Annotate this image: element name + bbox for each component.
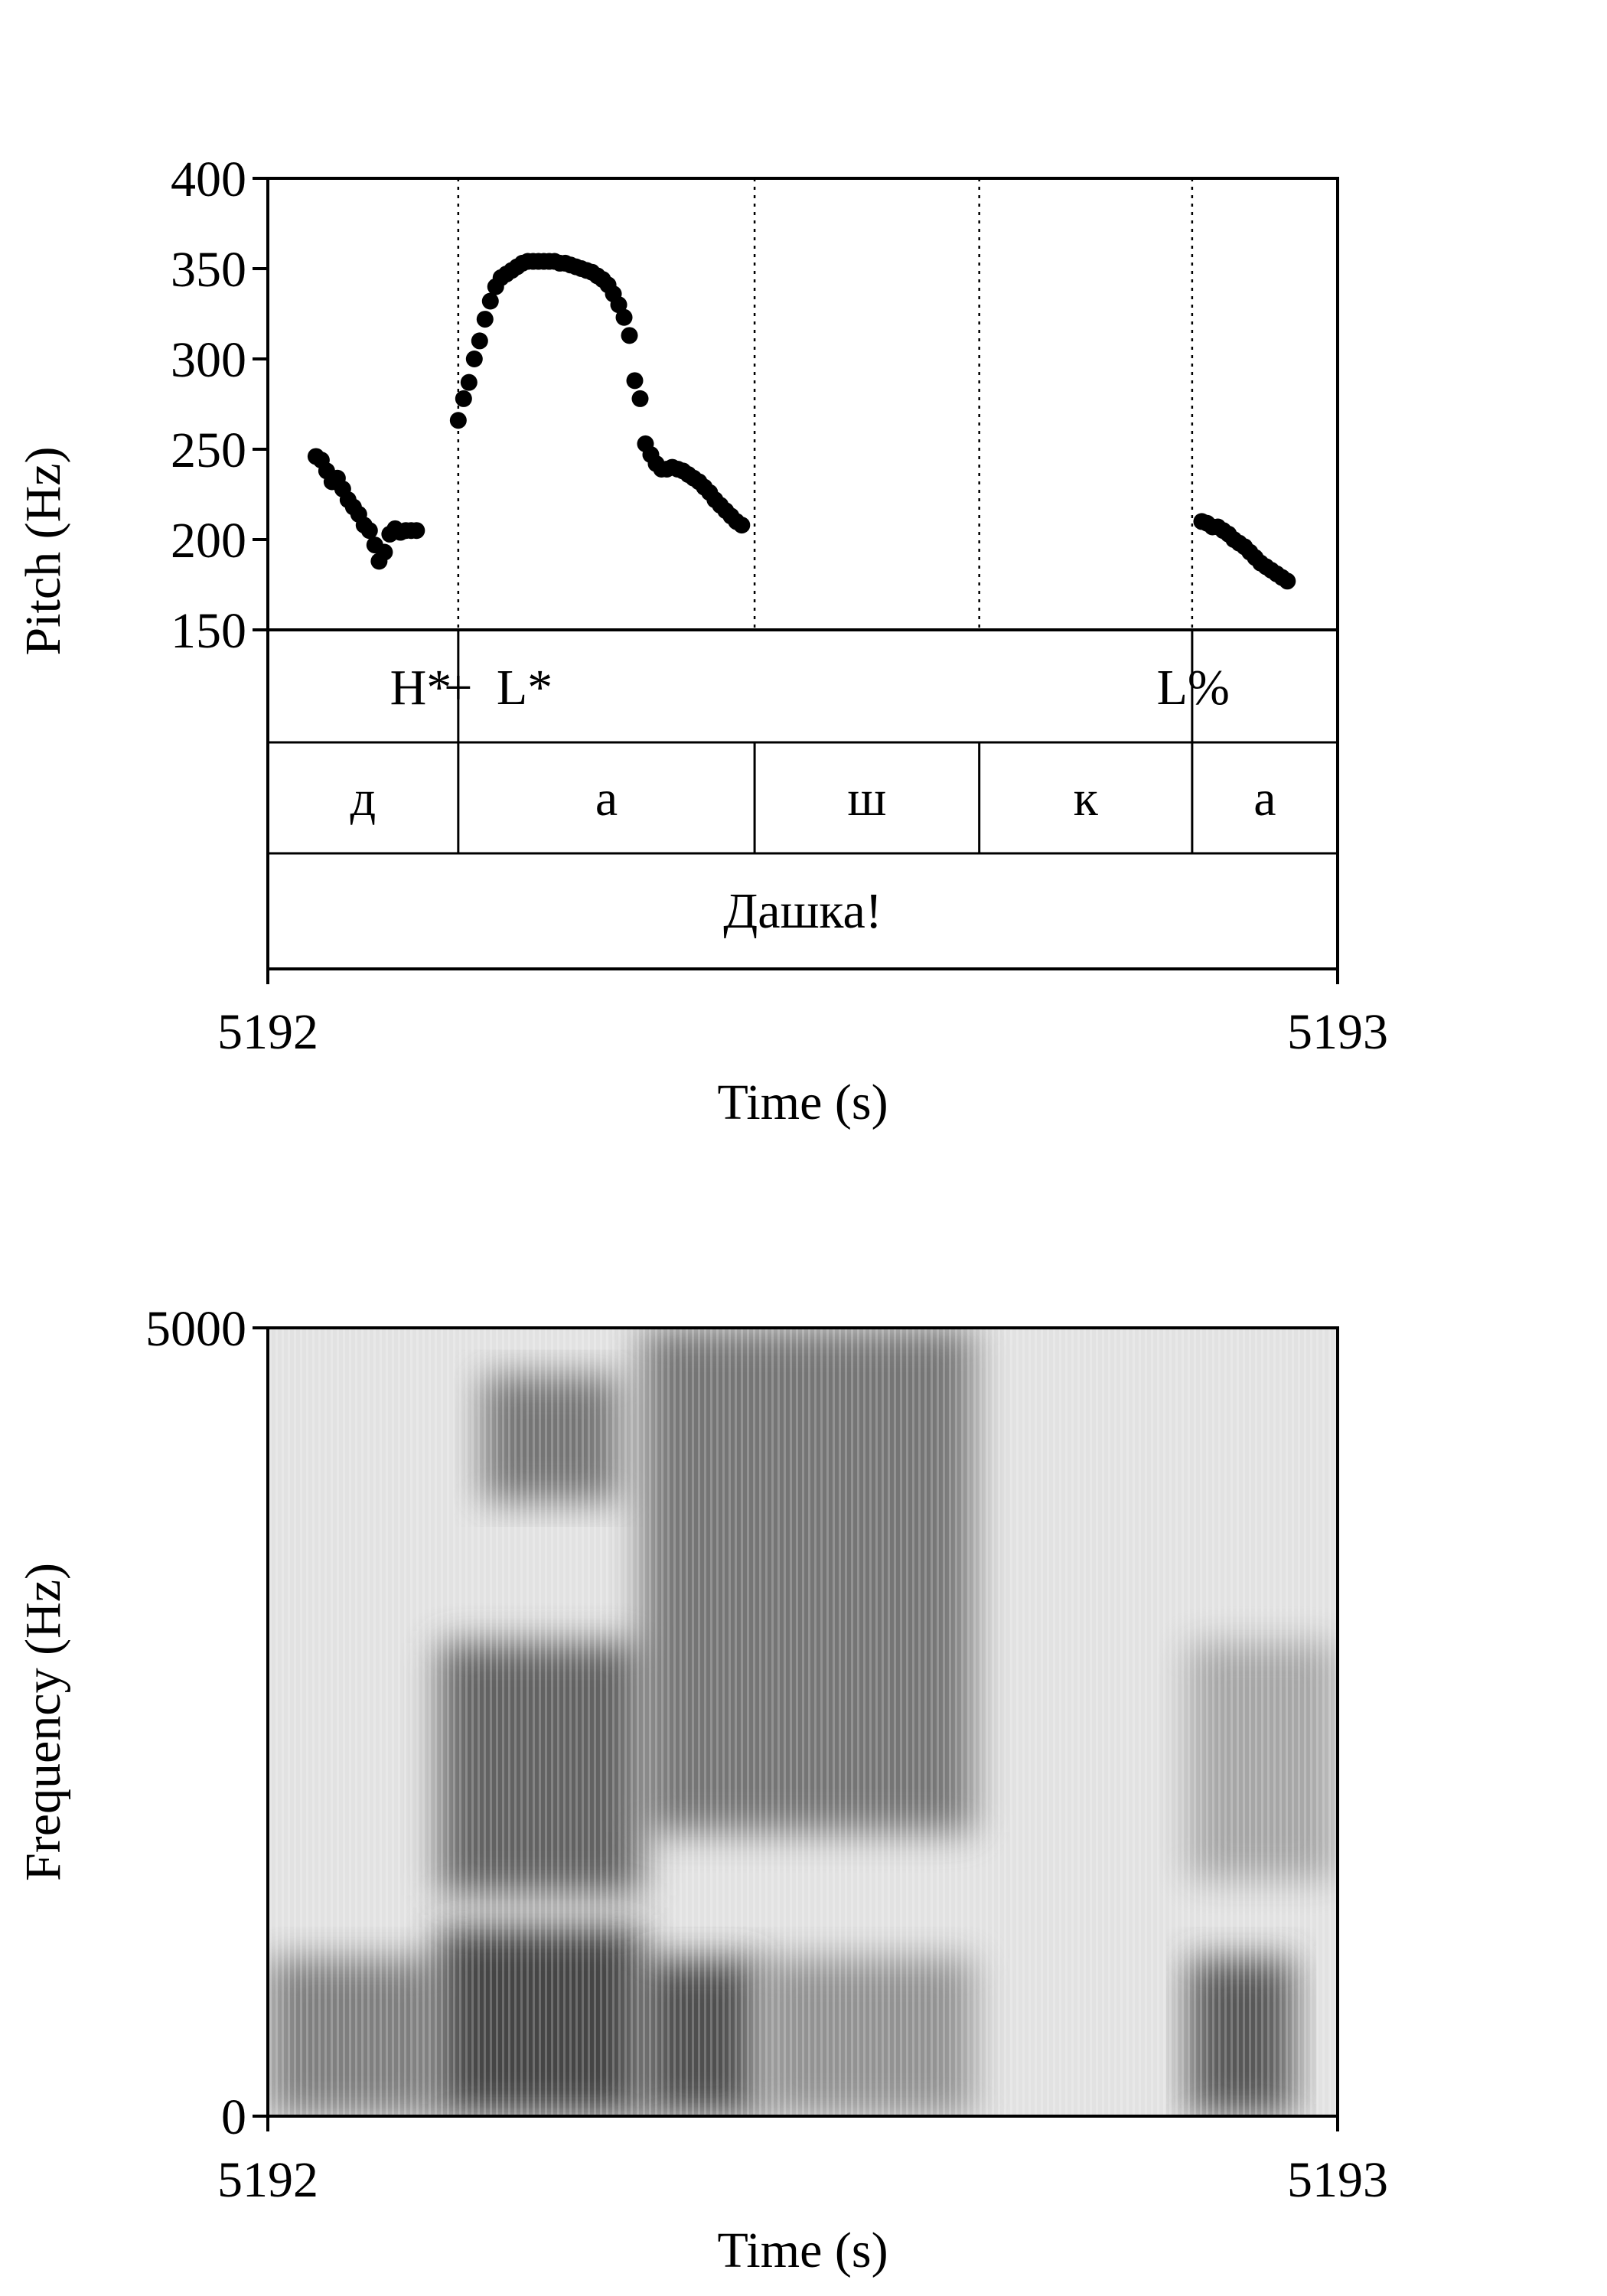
pitch-point-23 — [465, 351, 483, 367]
segment-label-4: а — [1253, 771, 1276, 827]
pitch-point-90 — [1279, 572, 1296, 590]
pitch-point-21 — [455, 390, 472, 407]
word-label: Дашка! — [723, 883, 882, 939]
pitch-point-19 — [408, 522, 425, 540]
spec-y-tick-bottom-label: 0 — [221, 2089, 246, 2145]
pitch-point-52 — [621, 327, 638, 344]
tone-label-2: L* — [497, 660, 553, 716]
segment-label-0: д — [350, 771, 376, 827]
spec-x-tick-end-label: 5193 — [1287, 2152, 1388, 2208]
pitch-point-26 — [481, 292, 499, 310]
pitch-x-tick-start: 5192 — [217, 1004, 318, 1060]
pitch-point-54 — [631, 390, 649, 407]
pitch-y-tick-label-3: 250 — [171, 422, 246, 478]
pitch-point-10 — [360, 522, 378, 540]
pitch-y-tick-label-0: 400 — [171, 152, 246, 207]
pitch-x-axis-label: Time (s) — [717, 1075, 888, 1130]
spec-y-axis-label: Frequency (Hz) — [15, 1563, 71, 1881]
spec-x-tick-start-label: 5192 — [217, 2152, 318, 2208]
pitch-point-20 — [449, 412, 467, 429]
tone-label-3: L% — [1157, 660, 1230, 716]
segment-label-1: а — [595, 771, 618, 827]
pitch-x-tick-end: 5193 — [1287, 1004, 1388, 1060]
pitch-y-axis-label: Pitch (Hz) — [15, 446, 71, 655]
spectrogram-striations — [268, 1328, 1338, 2116]
pitch-point-51 — [615, 308, 633, 326]
segment-label-3: к — [1074, 771, 1099, 827]
pitch-y-tick-label-1: 350 — [171, 242, 246, 298]
spectrogram-panel: 5000 0 Frequency (Hz) 5192 5193 Time (s) — [15, 1301, 1388, 2278]
pitch-point-22 — [460, 373, 478, 391]
pitch-boundary-lines — [457, 178, 1194, 630]
pitch-point-25 — [476, 311, 494, 328]
tone-label-1: + — [444, 660, 472, 716]
pitch-y-ticks: 400 350 300 250 200 150 — [171, 152, 268, 659]
pitch-points — [307, 253, 1296, 590]
pitch-y-tick-label-2: 300 — [171, 332, 246, 388]
tone-tier: H*+ L* L% — [390, 660, 1230, 716]
segment-label-2: ш — [847, 771, 886, 827]
tier-boundary-lines — [268, 628, 1338, 855]
pitch-frame — [266, 177, 1339, 631]
pitch-point-13 — [376, 543, 393, 561]
pitch-point-24 — [471, 332, 488, 350]
spectrogram-frame — [266, 1326, 1339, 2118]
pitch-panel: 400 350 300 250 200 150 Pitch (Hz) — [15, 152, 1339, 659]
spec-y-tick-top-label: 5000 — [145, 1301, 246, 1357]
annotation-tiers: H*+ L* L% д а ш к а Дашка! 5192 5193 Time (s) — [217, 628, 1388, 1130]
pitch-point-53 — [626, 372, 644, 390]
pitch-point-73 — [733, 517, 751, 534]
tone-label-0: H* — [390, 660, 452, 716]
pitch-y-tick-label-4: 200 — [171, 513, 246, 569]
pitch-y-tick-label-5: 150 — [171, 603, 246, 659]
spec-x-axis-label: Time (s) — [717, 2223, 888, 2278]
pitch-point-50 — [610, 296, 627, 314]
